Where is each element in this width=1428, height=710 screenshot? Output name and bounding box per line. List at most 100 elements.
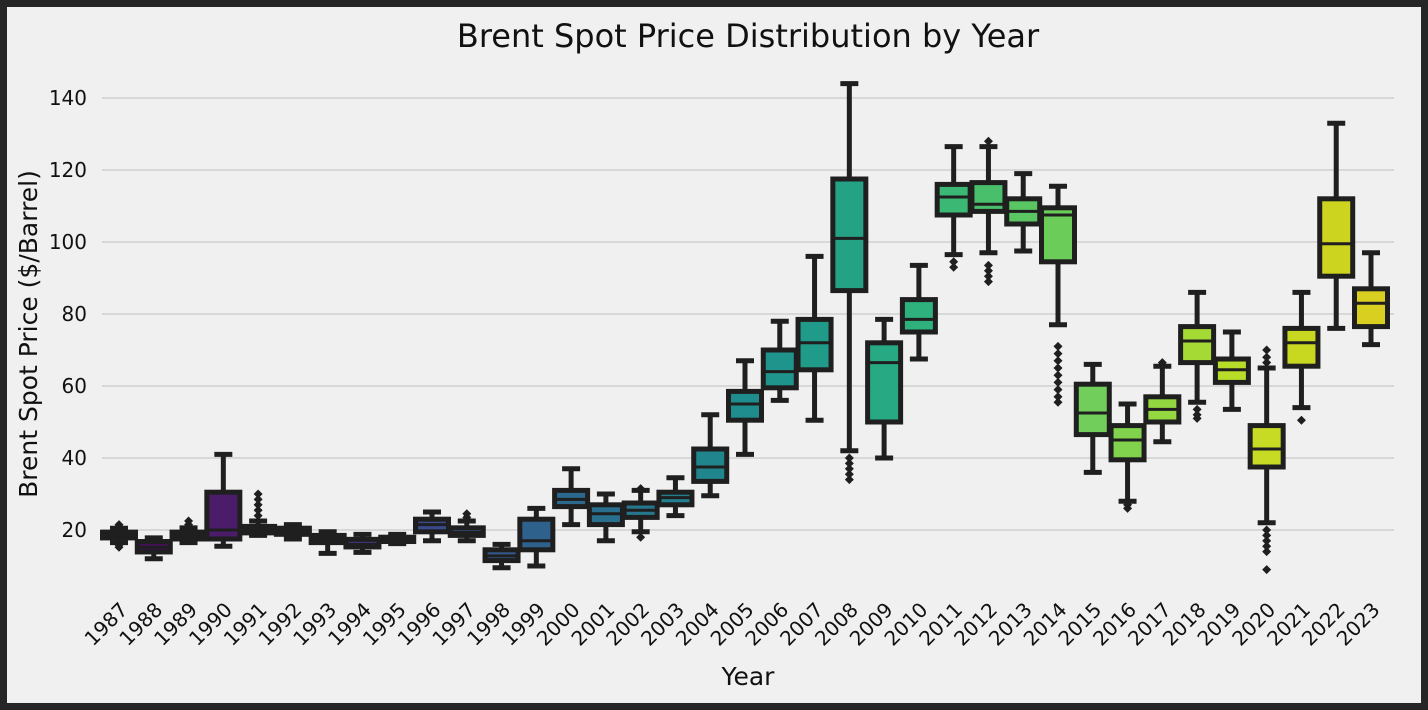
outlier-1987-1 [114,540,124,550]
iqr-box-2016 [1108,423,1147,463]
box-plot-chart: Brent Spot Price Distribution by Year 20… [14,17,1394,691]
box-1994 [343,531,382,555]
outlier-1991-4 [253,489,263,499]
outlier-2020-3 [1262,536,1272,546]
iqr-box-1990 [204,489,243,542]
iqr-box-2014 [1039,205,1077,265]
box-2002 [621,484,660,542]
outlier-1989-1 [184,516,194,526]
outlier-2018-2 [1192,404,1202,414]
outlier-2008-4 [844,453,854,463]
iqr-box-2012 [969,180,1008,214]
y-tick-140: 140 [49,86,87,110]
iqr-box-2010 [899,297,938,335]
box-2009 [865,316,904,461]
chart-title: Brent Spot Price Distribution by Year [457,17,1040,55]
box-2023 [1352,250,1390,348]
outlier-2018-1 [1192,410,1202,420]
iqr-box-2023 [1352,286,1390,330]
outlier-2002-0 [636,532,646,542]
outlier-2012-2 [983,266,993,276]
outlier-2014-6 [1053,356,1063,366]
outlier-2011-0 [949,262,959,272]
box-1995 [378,531,417,547]
outlier-2014-8 [1053,341,1063,351]
box-2000 [552,466,591,528]
box-2005 [726,358,764,457]
box-2004 [691,412,730,499]
box-2021 [1282,289,1321,425]
box-1993 [308,529,347,556]
outlier-2008-1 [844,469,854,479]
outlier-2012-1 [983,271,993,281]
y-tick-60: 60 [62,374,87,398]
x-axis-label: Year [721,662,776,691]
iqr-box-2015 [1073,381,1112,438]
iqr-box-2007 [795,316,834,373]
outlier-2008-3 [844,458,854,468]
x-tick-labels: 1987198819891990199119921993199419951996… [80,598,1385,651]
box-2022 [1317,120,1356,331]
outlier-2012-0 [983,277,993,287]
outlier-2014-3 [1053,377,1063,387]
box-2013 [1004,171,1043,254]
iqr-box-2009 [865,340,904,425]
box-2014 [1039,183,1077,407]
outlier-2008-2 [844,464,854,474]
box-2015 [1073,361,1112,475]
box-1992 [273,522,312,542]
box-2008 [830,81,869,485]
outlier-2016-1 [1123,500,1133,510]
outlier-2020-6 [1262,358,1272,368]
outlier-2012-4 [983,136,993,146]
box-1991 [239,489,278,538]
box-1990 [204,451,243,549]
outlier-2008-0 [844,475,854,485]
box-2018 [1178,289,1217,423]
box-2010 [899,262,938,362]
outlier-1987-3 [114,520,124,530]
outlier-2014-5 [1053,363,1063,373]
outlier-2012-3 [983,260,993,270]
iqr-box-2011 [934,181,973,218]
chart-frame: Brent Spot Price Distribution by Year 20… [7,7,1421,703]
y-tick-labels: 20 40 60 80 100 120 140 [49,86,87,542]
iqr-box-2004 [691,446,730,484]
grid-lines [102,97,1394,531]
box-2012 [969,136,1008,287]
outlier-2020-5 [1262,525,1272,535]
box-1999 [517,505,556,569]
iqr-box-2005 [726,388,764,423]
outlier-2014-1 [1053,392,1063,402]
iqr-box-1999 [517,516,556,553]
y-tick-120: 120 [49,158,87,182]
box-2019 [1212,329,1251,412]
outlier-1991-1 [253,505,263,515]
iqr-box-2021 [1282,325,1321,369]
box-2003 [656,475,695,519]
iqr-box-2008 [830,176,869,294]
iqr-box-2022 [1317,196,1356,279]
iqr-box-2006 [760,347,799,391]
y-axis-label: Brent Spot Price ($/Barrel) [14,170,43,498]
box-2016 [1108,401,1147,513]
iqr-box-2018 [1178,324,1217,366]
outlier-2002-1 [636,484,646,494]
box-2011 [934,144,973,272]
box-2020 [1247,345,1286,575]
outlier-1997-1 [462,509,472,519]
outlier-2020-8 [1262,345,1272,355]
box-1988 [134,535,173,562]
y-tick-40: 40 [62,446,87,470]
box-2017 [1143,358,1182,445]
outlier-2014-2 [1053,385,1063,395]
box-1989 [169,516,208,546]
box-1998 [482,541,521,571]
outlier-2020-2 [1262,541,1272,551]
outlier-2014-0 [1053,397,1063,407]
box-series [100,81,1390,575]
iqr-box-2020 [1247,423,1286,470]
outlier-1991-3 [253,494,263,504]
outlier-2020-1 [1262,547,1272,557]
y-tick-100: 100 [49,230,87,254]
